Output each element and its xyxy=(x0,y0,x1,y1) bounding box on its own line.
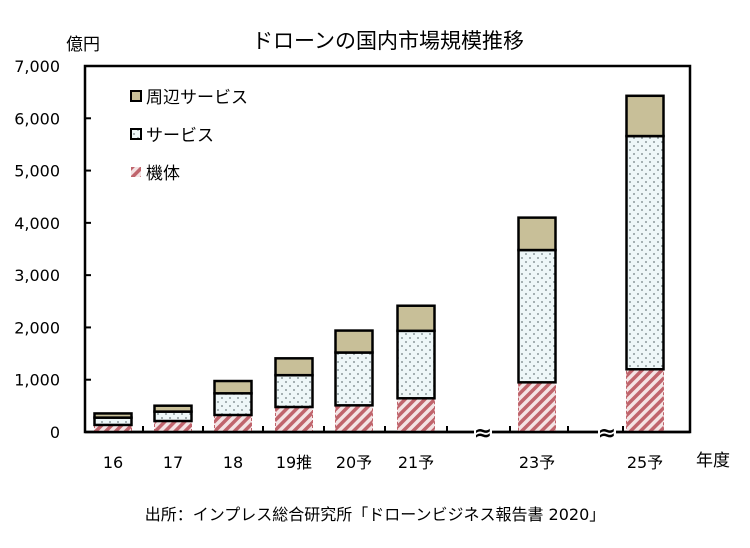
y-tick-label: 1,000 xyxy=(14,371,60,390)
bar-segment-machine xyxy=(335,404,373,433)
y-axis-label: 億円 xyxy=(66,35,100,55)
y-tick-label: 0 xyxy=(50,423,60,442)
legend-label: 周辺サービス xyxy=(146,88,248,108)
bar-segment-machine xyxy=(518,381,556,433)
y-tick-label: 4,000 xyxy=(14,214,60,233)
bar-segment-service xyxy=(625,134,665,371)
x-tick-label: 23予 xyxy=(519,453,555,472)
chart-title: ドローンの国内市場規模推移 xyxy=(252,29,524,53)
x-tick-label: 19推 xyxy=(276,453,312,472)
bar-segment-peripheral-service xyxy=(625,94,665,138)
x-tick-label: 25予 xyxy=(627,453,663,472)
legend-swatch xyxy=(130,128,142,140)
y-tick-label: 3,000 xyxy=(14,266,60,285)
axis-break-icon: ≈ xyxy=(598,421,616,446)
legend-swatch xyxy=(130,90,142,102)
bar-segment-peripheral-service xyxy=(334,329,374,354)
bar-segment-machine xyxy=(214,414,252,433)
x-tick-label: 21予 xyxy=(398,453,434,472)
bar-segment-machine xyxy=(397,397,435,433)
axis-break-gap xyxy=(598,428,616,436)
bar-segment-peripheral-service xyxy=(274,357,314,377)
bar-segment-service xyxy=(396,329,436,400)
bar-segment-service xyxy=(334,351,374,407)
bar-segment-peripheral-service xyxy=(93,412,133,419)
bar-segment-peripheral-service xyxy=(517,216,557,252)
legend-label: サービス xyxy=(146,126,214,146)
x-tick-label: 20予 xyxy=(336,453,372,472)
y-tick-label: 7,000 xyxy=(14,57,60,76)
axis-break-gap xyxy=(474,428,492,436)
y-tick-label: 2,000 xyxy=(14,318,60,337)
bar-segment-machine xyxy=(154,420,192,433)
source-note: 出所：インプレス総合研究所「ドローンビジネス報告書 2020」 xyxy=(145,505,606,524)
y-tick-label: 6,000 xyxy=(14,109,60,128)
y-tick-label: 5,000 xyxy=(14,162,60,181)
plot-frame xyxy=(83,64,692,434)
x-tick-label: 16 xyxy=(103,453,123,472)
x-tick-label: 17 xyxy=(163,453,183,472)
legend-label: 機体 xyxy=(146,164,180,184)
axis-break-icon: ≈ xyxy=(474,421,492,446)
bar-segment-service xyxy=(274,373,314,409)
bar-segment-service xyxy=(213,392,253,417)
bar-segment-machine xyxy=(275,406,313,433)
bar-segment-machine xyxy=(626,368,664,433)
x-axis-label: 年度 xyxy=(696,451,730,471)
bar-segment-peripheral-service xyxy=(396,304,436,333)
x-tick-label: 18 xyxy=(223,453,243,472)
bar-segment-service xyxy=(517,248,557,384)
bar-segment-service xyxy=(153,410,193,423)
bar-segment-peripheral-service xyxy=(213,379,253,395)
bar-segment-peripheral-service xyxy=(153,404,193,413)
legend-swatch xyxy=(131,167,141,177)
